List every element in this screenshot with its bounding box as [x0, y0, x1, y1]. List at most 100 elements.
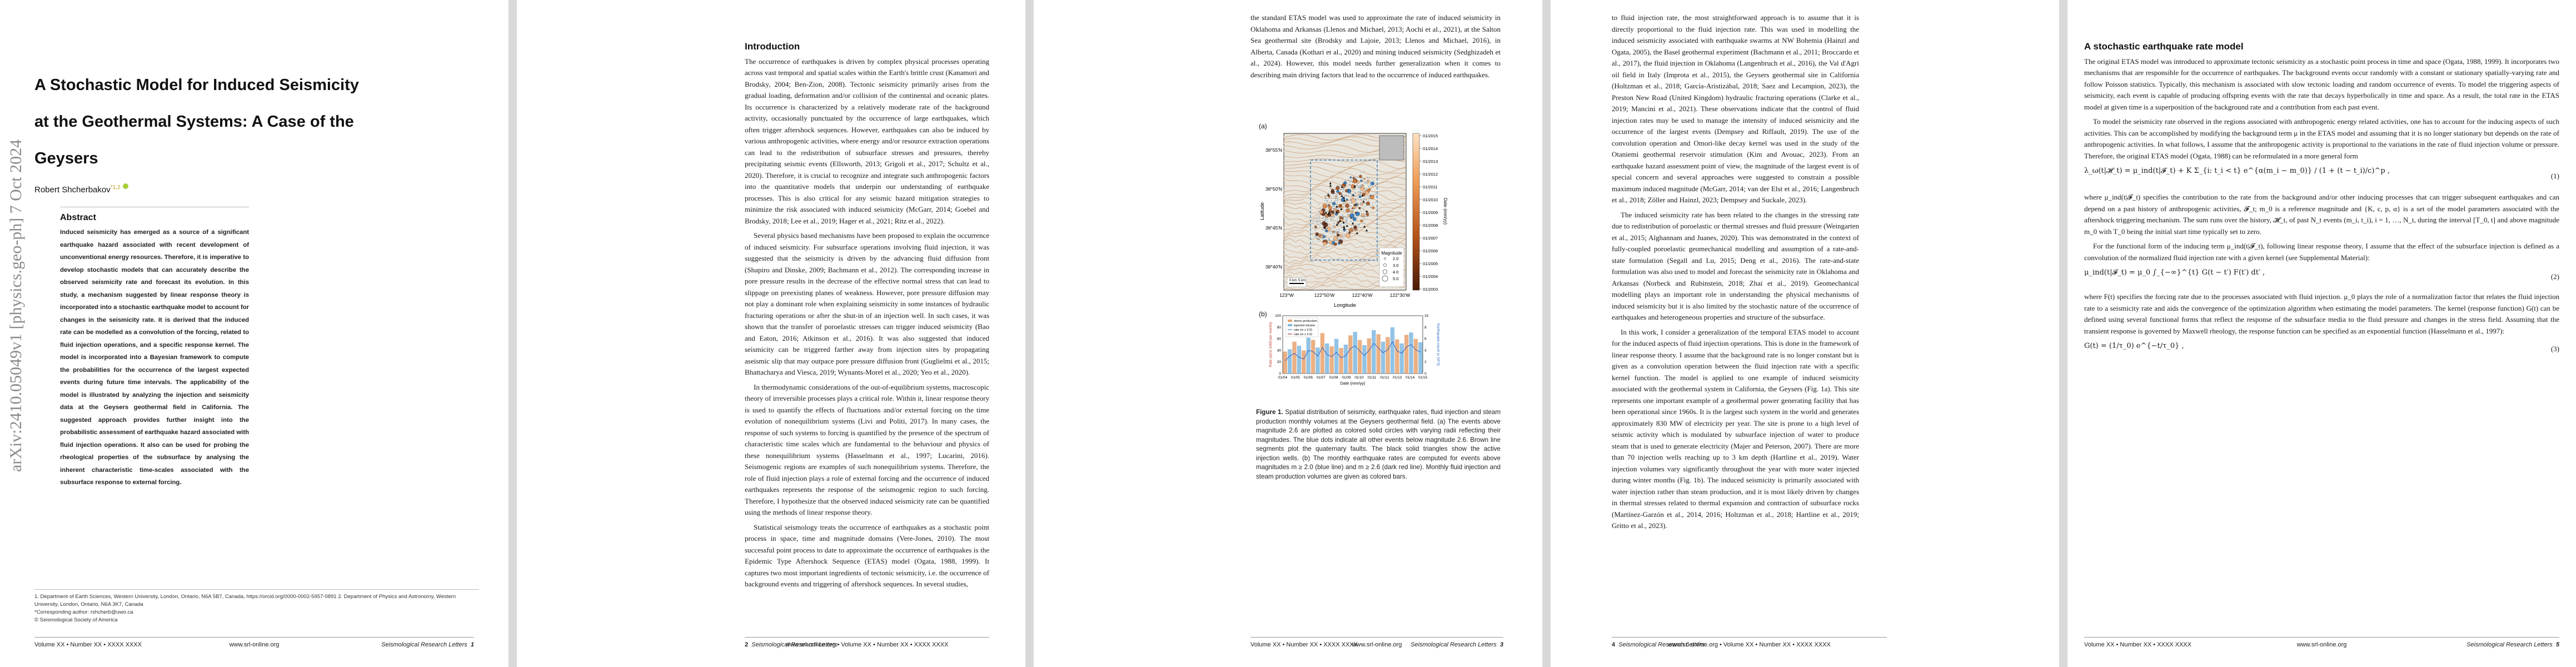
injection-well-marker	[1351, 222, 1354, 225]
lon-tick-label: 122°30'W	[1390, 292, 1411, 298]
contour-line	[1283, 213, 1407, 223]
injection-well-marker	[1340, 207, 1343, 210]
injection-bar	[1381, 341, 1386, 374]
contour-line	[1283, 202, 1407, 210]
earthquake-marker	[1342, 191, 1343, 192]
earthquake-marker	[1341, 227, 1342, 228]
earthquake-marker	[1360, 185, 1361, 186]
equation-3: G(t) = (1/τ_0) e^{−t/τ_0} , (3)	[2084, 342, 2559, 353]
earthquake-marker	[1363, 208, 1364, 210]
y-left-tick-label: 0	[1279, 372, 1281, 376]
injection-well-marker	[1324, 211, 1327, 214]
chart-legend: stress production injected volume rate (…	[1285, 317, 1319, 337]
injection-well-marker	[1341, 185, 1343, 188]
earthquake-marker	[1336, 237, 1337, 238]
paper-title: A Stochastic Model for Induced Seismicit…	[34, 76, 359, 167]
contour-line	[1283, 197, 1407, 206]
earthquake-marker	[1356, 181, 1359, 184]
injection-bar	[1395, 339, 1399, 374]
earthquake-marker	[1352, 187, 1354, 190]
magnitude-legend: Magnitude 2.0 3.0 4.05.0	[1379, 247, 1404, 287]
x-tick-label: 01/09	[1342, 376, 1351, 380]
earthquake-marker	[1322, 238, 1323, 240]
injection-bar	[1353, 332, 1357, 374]
injection-bar	[1399, 343, 1404, 374]
earthquake-marker	[1332, 211, 1333, 212]
earthquake-marker	[1337, 221, 1340, 223]
earthquake-marker	[1362, 185, 1363, 186]
injection-bar	[1297, 346, 1302, 374]
earthquake-marker	[1312, 241, 1313, 242]
seismicity-map: 38°55'N 38°50'N 38°45'N 38°40'N 123°W 122°50…	[1259, 133, 1448, 308]
earthquake-marker	[1358, 195, 1362, 198]
y-right-tick-label: 6	[1424, 337, 1427, 341]
earthquake-marker	[1364, 218, 1365, 220]
earthquake-marker	[1341, 188, 1342, 190]
injection-well-marker	[1343, 225, 1346, 228]
injection-well-marker	[1336, 211, 1338, 213]
earthquake-marker	[1318, 241, 1319, 242]
earthquake-marker	[1349, 214, 1351, 215]
x-tick-label: 01/06	[1304, 376, 1313, 380]
earthquake-marker	[1335, 195, 1337, 198]
lat-tick-label: 38°55'N	[1265, 147, 1282, 153]
x-tick-label: 01/13	[1393, 376, 1402, 380]
injection-bar	[1409, 332, 1413, 374]
earthquake-marker	[1336, 200, 1337, 201]
x-tick-label: 01/07	[1317, 376, 1326, 380]
injection-bar	[1292, 341, 1297, 374]
injection-well-marker	[1336, 205, 1338, 208]
earthquake-marker	[1359, 175, 1362, 178]
earthquake-marker	[1319, 210, 1324, 215]
injection-bar	[1334, 339, 1339, 374]
y-right-tick-label: 0	[1424, 372, 1427, 376]
colorbar-tick-label: 01/2005	[1423, 261, 1438, 266]
earthquake-marker	[1342, 236, 1343, 237]
svg-text:rate (m ≥ 2.6): rate (m ≥ 2.6)	[1294, 333, 1312, 336]
earthquake-marker	[1333, 236, 1338, 241]
contour-line	[1283, 234, 1407, 243]
arxiv-stamp: arXiv:2410.05049v1 [physics.geo-ph] 7 Oc…	[7, 139, 25, 472]
earthquake-marker	[1339, 223, 1341, 225]
earthquake-marker	[1344, 203, 1346, 204]
earthquake-marker	[1364, 188, 1366, 190]
legend-label: 2.0	[1393, 256, 1398, 261]
earthquake-marker	[1325, 198, 1326, 199]
earthquake-marker	[1348, 212, 1349, 213]
earthquake-marker	[1366, 212, 1367, 213]
earthquake-marker	[1333, 225, 1334, 226]
y-left-tick-label: 20	[1277, 360, 1282, 364]
svg-text:Magnitude: Magnitude	[1381, 251, 1402, 256]
injection-well-marker	[1365, 229, 1368, 232]
injection-bar	[1325, 343, 1329, 374]
page-number: 2	[745, 641, 749, 648]
earthquake-marker	[1347, 217, 1348, 218]
y-right-tick-label: 8	[1424, 326, 1427, 330]
earthquake-marker	[1325, 218, 1326, 220]
earthquake-marker	[1349, 228, 1354, 233]
earthquake-marker	[1351, 193, 1352, 195]
earthquake-marker	[1354, 203, 1357, 206]
earthquake-marker	[1352, 194, 1353, 195]
earthquake-marker	[1354, 189, 1356, 190]
earthquake-marker	[1339, 239, 1341, 240]
earthquake-marker	[1329, 206, 1330, 207]
lon-tick-label: 122°40'W	[1352, 292, 1373, 298]
earthquake-marker	[1364, 203, 1366, 204]
earthquake-marker	[1366, 183, 1367, 184]
earthquake-marker	[1359, 187, 1361, 188]
injection-well-marker	[1353, 185, 1356, 188]
earthquake-marker	[1360, 219, 1363, 222]
earthquake-marker	[1367, 189, 1368, 190]
orcid-icon[interactable]	[122, 183, 128, 189]
earthquake-marker	[1358, 187, 1359, 188]
earthquake-marker	[1309, 223, 1311, 225]
earthquake-marker	[1376, 196, 1377, 197]
colorbar-tick-label: 01/2012	[1423, 172, 1438, 177]
injection-bar	[1302, 350, 1306, 374]
y-left-tick-label: 100	[1275, 314, 1281, 318]
earthquake-marker	[1316, 218, 1317, 220]
colorbar-tick-label: 01/2007	[1423, 236, 1438, 241]
legend-label: 5.0	[1393, 276, 1398, 281]
page-2-body: Introduction The occurrence of earthquak…	[745, 41, 989, 588]
